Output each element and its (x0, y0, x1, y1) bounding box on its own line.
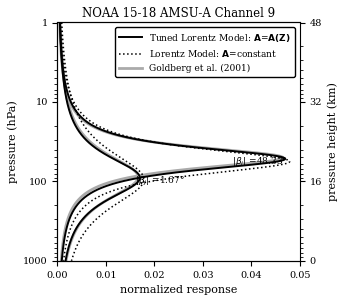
Y-axis label: pressure (hPa): pressure (hPa) (7, 100, 18, 183)
Y-axis label: pressure height (km): pressure height (km) (327, 82, 338, 201)
Legend: Tuned Lorentz Model: $\mathbf{A}$=$\mathbf{A(Z)}$, Lorentz Model: $\mathbf{A}$=c: Tuned Lorentz Model: $\mathbf{A}$=$\math… (115, 27, 295, 77)
X-axis label: normalized response: normalized response (120, 285, 237, 295)
Text: $|\beta_j|$ =48.33°: $|\beta_j|$ =48.33° (232, 156, 287, 169)
Title: NOAA 15-18 AMSU-A Channel 9: NOAA 15-18 AMSU-A Channel 9 (82, 7, 275, 20)
Text: $|\beta_j|$ =1.67°: $|\beta_j|$ =1.67° (135, 175, 185, 188)
